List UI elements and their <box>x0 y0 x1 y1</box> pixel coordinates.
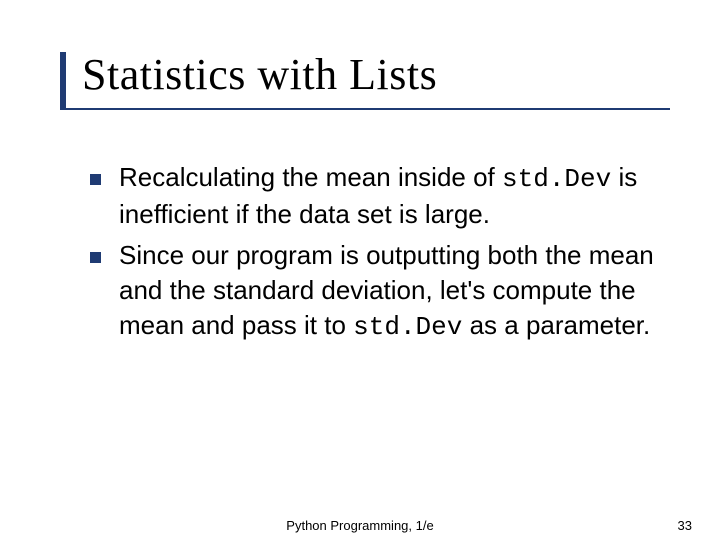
bullet-text-after: as a parameter. <box>462 310 650 340</box>
footer-page-number: 33 <box>678 518 692 533</box>
square-bullet-icon <box>90 252 101 263</box>
title-underline <box>60 108 670 110</box>
bullet-item: Since our program is outputting both the… <box>90 238 660 345</box>
bullet-code: std.Dev <box>353 312 462 342</box>
slide-body: Recalculating the mean inside of std.Dev… <box>90 160 660 351</box>
title-area: Statistics with Lists <box>60 52 680 110</box>
bullet-code: std.Dev <box>502 164 611 194</box>
slide-title: Statistics with Lists <box>60 52 680 98</box>
bullet-text-before: Recalculating the mean inside of <box>119 162 502 192</box>
title-accent-bar <box>60 52 66 108</box>
square-bullet-icon <box>90 174 101 185</box>
bullet-text: Since our program is outputting both the… <box>119 238 660 345</box>
bullet-text: Recalculating the mean inside of std.Dev… <box>119 160 660 232</box>
footer-center-text: Python Programming, 1/e <box>0 518 720 533</box>
slide: Statistics with Lists Recalculating the … <box>0 0 720 540</box>
bullet-item: Recalculating the mean inside of std.Dev… <box>90 160 660 232</box>
